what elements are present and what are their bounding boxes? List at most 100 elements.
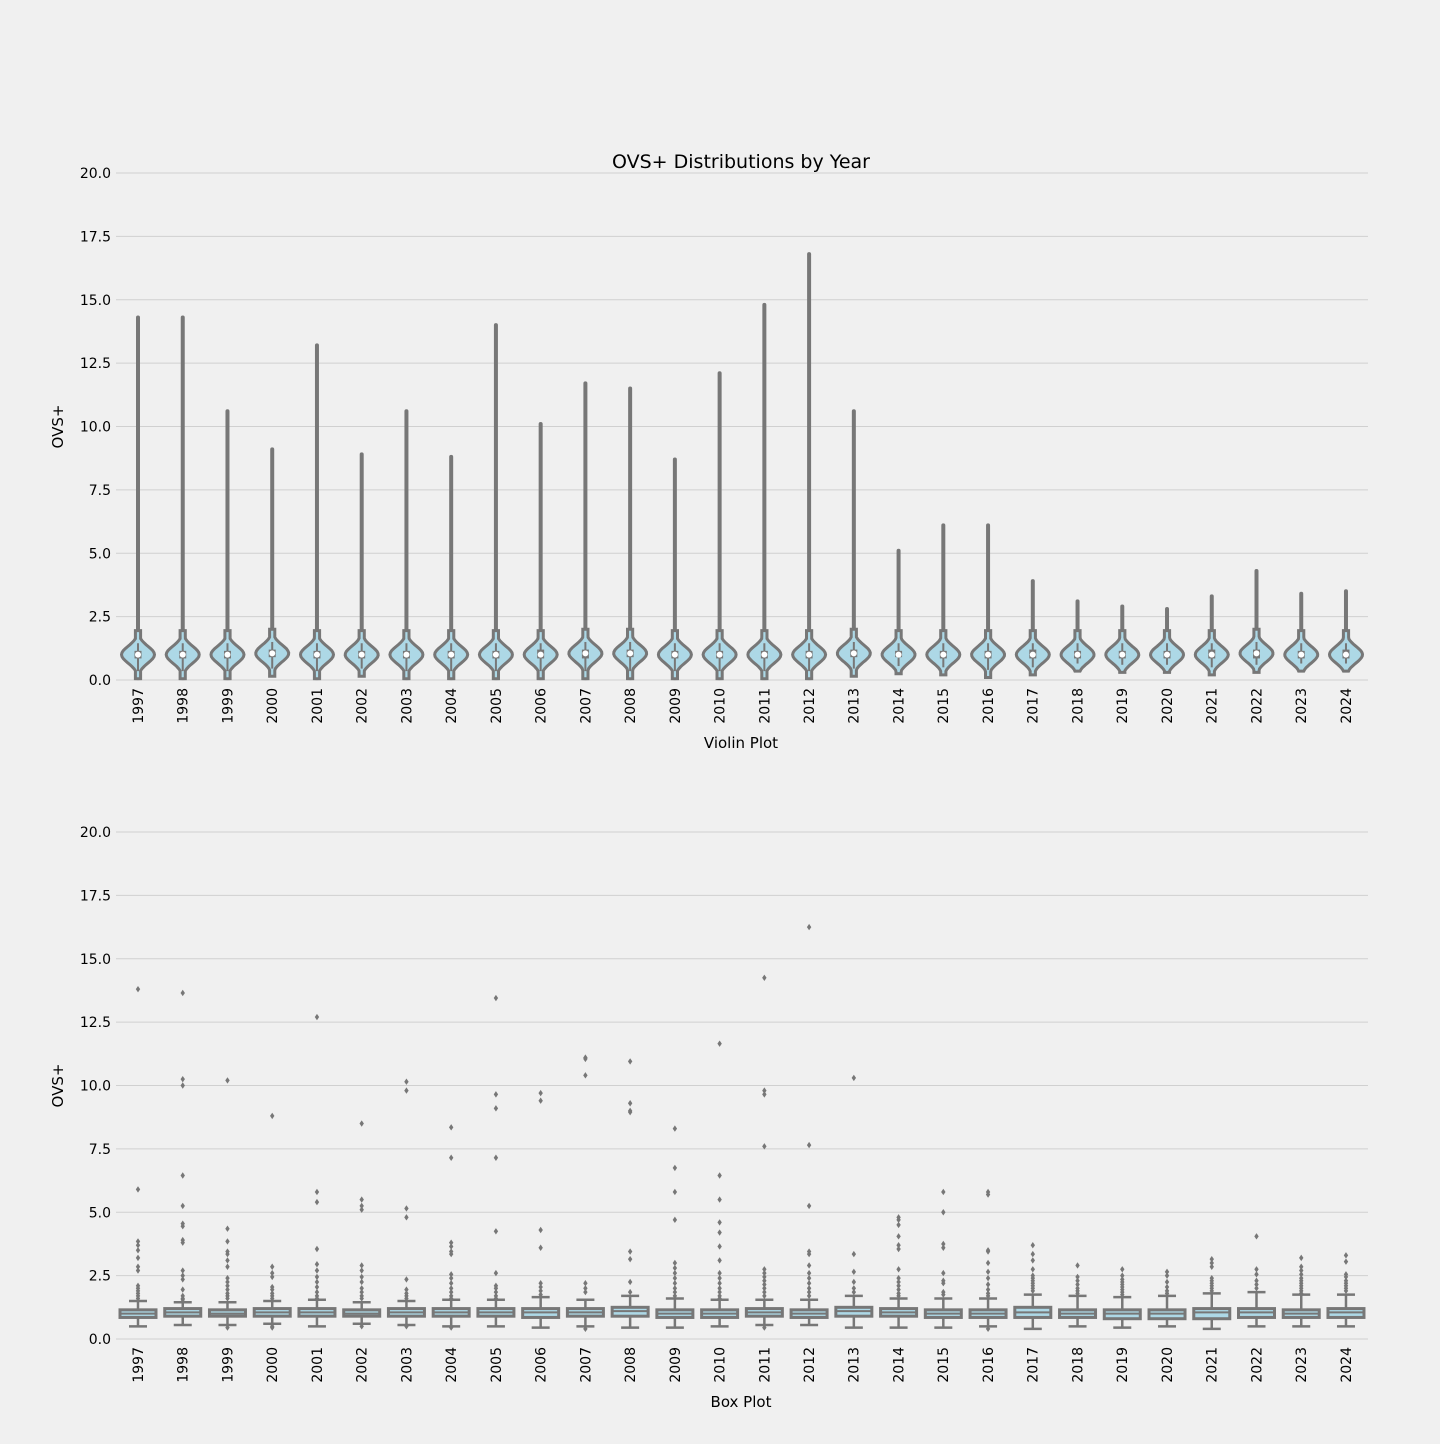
- box-outlier-point: [314, 1013, 320, 1021]
- x-tick-label: 2008: [623, 1347, 639, 1383]
- y-tick-label: 5.0: [89, 1205, 111, 1221]
- x-tick-label: 2010: [713, 1347, 729, 1383]
- box-outlier-point: [762, 1292, 767, 1300]
- box-outlier-point: [851, 1074, 857, 1082]
- box-outlier-point: [762, 974, 767, 981]
- box-outlier-point: [538, 1287, 543, 1295]
- box-outlier-point: [627, 1248, 633, 1255]
- y-tick-label: 10.0: [80, 420, 111, 436]
- x-tick-label: 2008: [623, 688, 639, 724]
- box-outlier-point: [180, 1082, 185, 1089]
- box-outlier-point: [538, 1097, 543, 1104]
- box-outlier-point: [1030, 1250, 1035, 1258]
- box-outlier-point: [1343, 1258, 1349, 1265]
- box-outlier-point: [985, 1292, 991, 1300]
- x-tick-label: 2005: [489, 1347, 505, 1383]
- box-outlier-point: [1164, 1290, 1170, 1297]
- violin-median-dot: [1029, 651, 1036, 658]
- box-outlier-point: [135, 1186, 141, 1193]
- box-outlier-point: [493, 1228, 499, 1235]
- x-tick-label: 2007: [578, 1347, 594, 1383]
- box-outlier-point: [448, 1243, 454, 1250]
- box-outlier-point: [538, 1226, 543, 1234]
- box-outlier-point: [448, 1288, 454, 1296]
- box-outlier-point: [896, 1233, 901, 1240]
- box-outlier-point: [627, 1288, 633, 1296]
- y-tick-label: 7.5: [89, 483, 111, 499]
- x-tick-label: 1999: [220, 1347, 236, 1383]
- box-outlier-point: [1254, 1281, 1259, 1288]
- box-outlier-point: [1120, 1272, 1125, 1279]
- box-outlier-point: [1299, 1271, 1304, 1278]
- box-outlier-point: [314, 1198, 320, 1206]
- figure-title: OVS+ Distributions by Year: [612, 151, 870, 173]
- box-outlier-point: [985, 1259, 991, 1267]
- x-tick-label: 2001: [310, 1347, 326, 1383]
- box-outlier-point: [762, 1266, 767, 1273]
- box-outlier-point: [762, 1288, 767, 1296]
- box-outlier-point: [717, 1196, 722, 1203]
- box-outlier-point: [180, 1239, 185, 1246]
- box-outlier-point: [806, 923, 812, 931]
- x-tick-label: 2024: [1339, 688, 1355, 724]
- box-outlier-point: [985, 1274, 991, 1282]
- box-outlier-point: [896, 1282, 901, 1289]
- box-outlier-point: [135, 1263, 141, 1270]
- box-outlier-point: [672, 1280, 678, 1287]
- box-outlier-point: [225, 1282, 230, 1289]
- violin-plot-panel: 0.0 2.5 5.0 7.5 10.0 12.5 15.0 17.5 20.0 OVS+ Viol…: [49, 166, 1368, 752]
- y-tick-label: 10.0: [80, 1079, 111, 1095]
- violin-median-dot: [135, 651, 141, 658]
- box-outlier-point: [270, 1295, 275, 1302]
- box-outlier-point: [538, 1283, 543, 1291]
- box-outlier-point: [627, 1255, 633, 1263]
- box-outlier-point: [717, 1288, 722, 1296]
- box-outlier-point: [314, 1295, 320, 1302]
- box-iqr: [1192, 1307, 1232, 1321]
- box-outlier-point: [225, 1286, 230, 1293]
- violin-median-dot: [448, 651, 455, 658]
- x-tick-label: 2007: [578, 688, 594, 724]
- box-outlier-point: [493, 1105, 499, 1112]
- box-outlier-point: [583, 1288, 588, 1296]
- x-tick-label: 1997: [131, 688, 147, 724]
- box-outlier-point: [493, 1154, 499, 1161]
- box-outlier-point: [225, 1295, 230, 1302]
- y-tick-label: 15.0: [80, 293, 111, 309]
- box-outlier-point: [359, 1206, 364, 1213]
- x-tick-label: 2003: [399, 1347, 415, 1383]
- box-outlier-point: [1120, 1291, 1125, 1298]
- box-outlier-point: [493, 1295, 499, 1302]
- box-outlier-point: [314, 1283, 320, 1291]
- box-outlier-point: [135, 1295, 141, 1302]
- box-outlier-point: [583, 1055, 588, 1063]
- box-outlier-point: [404, 1214, 409, 1221]
- violin-median-dot: [716, 651, 723, 658]
- violin-median-dot: [940, 651, 947, 658]
- box-outlier-point: [1209, 1263, 1214, 1270]
- box-outlier-point: [225, 1238, 230, 1245]
- box-outlier-point: [448, 1274, 454, 1282]
- box-outlier-point: [806, 1288, 812, 1296]
- box-outlier-point: [314, 1273, 320, 1281]
- x-tick-label: 2020: [1160, 1347, 1176, 1383]
- box-outlier-point: [1075, 1273, 1080, 1281]
- box-outlier-point: [985, 1268, 991, 1276]
- box-outlier-point: [896, 1242, 901, 1249]
- x-tick-label: 2005: [489, 688, 505, 724]
- box-outlier-point: [1164, 1272, 1170, 1279]
- box-outlier-point: [538, 1291, 543, 1298]
- box-outlier-point: [225, 1077, 230, 1084]
- box-outlier-point: [672, 1188, 678, 1196]
- box-outlier-point: [180, 1222, 185, 1230]
- box-outlier-point: [1030, 1242, 1035, 1249]
- box-plot-panel: 0.0 2.5 5.0 7.5 10.0 12.5 15.0 17.5 20.0 OVS+ Box …: [49, 825, 1368, 1411]
- box-outlier-point: [270, 1323, 275, 1330]
- box-outlier-point: [762, 1277, 767, 1284]
- box-outlier-point: [180, 1286, 185, 1293]
- box-outlier-point: [672, 1216, 678, 1224]
- y-tick-label: 2.5: [89, 610, 111, 626]
- box-outlier-point: [1343, 1287, 1349, 1295]
- x-tick-label: 2018: [1070, 688, 1086, 724]
- box-outlier-point: [717, 1280, 722, 1287]
